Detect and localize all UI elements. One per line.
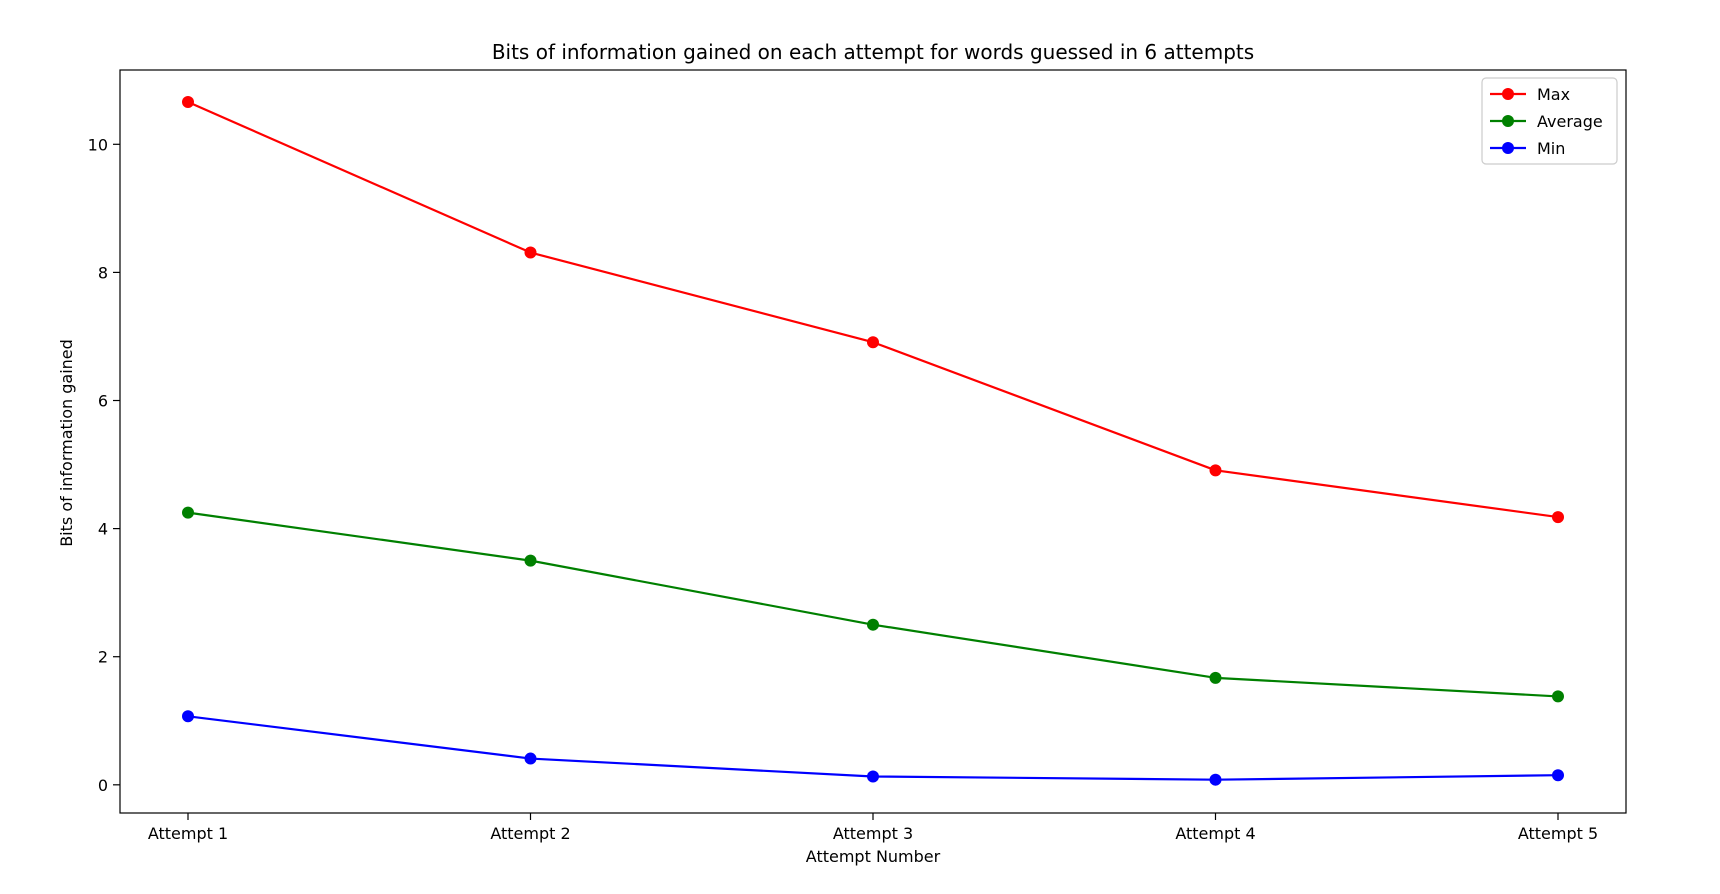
series-line-min [187, 715, 1559, 781]
data-point-average [867, 618, 879, 631]
data-point-min [182, 710, 194, 723]
y-tick-label: 6 [98, 392, 108, 411]
y-tick-label: 8 [98, 263, 108, 282]
x-tick-label: Attempt 2 [490, 824, 570, 843]
legend-box [1481, 77, 1618, 165]
data-point-min [1552, 769, 1564, 782]
data-point-average [1209, 671, 1222, 684]
data-point-max [1552, 511, 1564, 524]
y-axis-label: Bits of information gained [57, 339, 76, 547]
legend-marker-max [1502, 88, 1514, 100]
data-point-max [182, 96, 194, 109]
y-tick-label: 4 [98, 520, 108, 539]
legend-label-min: Min [1537, 139, 1565, 158]
x-tick-label: Attempt 4 [1175, 824, 1255, 843]
series-points [182, 96, 1564, 786]
data-point-average [524, 554, 537, 567]
x-tick-label: Attempt 3 [833, 824, 913, 843]
y-tick-label: 2 [98, 648, 108, 667]
y-tick-label: 10 [88, 135, 108, 154]
data-point-average [182, 506, 194, 519]
legend: Max Average Min [1481, 77, 1618, 165]
axes: 0 2 4 6 8 10 Attempt 1 Attempt 2 Attempt 3 Attemp… [88, 69, 1627, 843]
legend-marker-average [1502, 115, 1514, 127]
data-point-max [1209, 464, 1222, 477]
x-axis-label: Attempt Number [806, 847, 941, 866]
series-line-average [187, 511, 1559, 698]
data-point-min [524, 752, 537, 765]
y-tick-label: 0 [98, 776, 108, 795]
series-line-max [187, 101, 1559, 519]
chart-title: Bits of information gained on each attem… [492, 40, 1254, 64]
series-lines [187, 101, 1559, 781]
legend-label-average: Average [1537, 112, 1603, 131]
data-point-min [1209, 773, 1222, 786]
data-point-max [524, 246, 537, 259]
legend-label-max: Max [1537, 85, 1570, 104]
legend-marker-min [1502, 142, 1514, 154]
plot-frame [119, 69, 1627, 814]
data-point-min [867, 770, 879, 783]
x-tick-label: Attempt 5 [1518, 824, 1598, 843]
data-point-average [1552, 690, 1564, 703]
x-tick-label: Attempt 1 [148, 824, 228, 843]
data-point-max [867, 336, 879, 349]
